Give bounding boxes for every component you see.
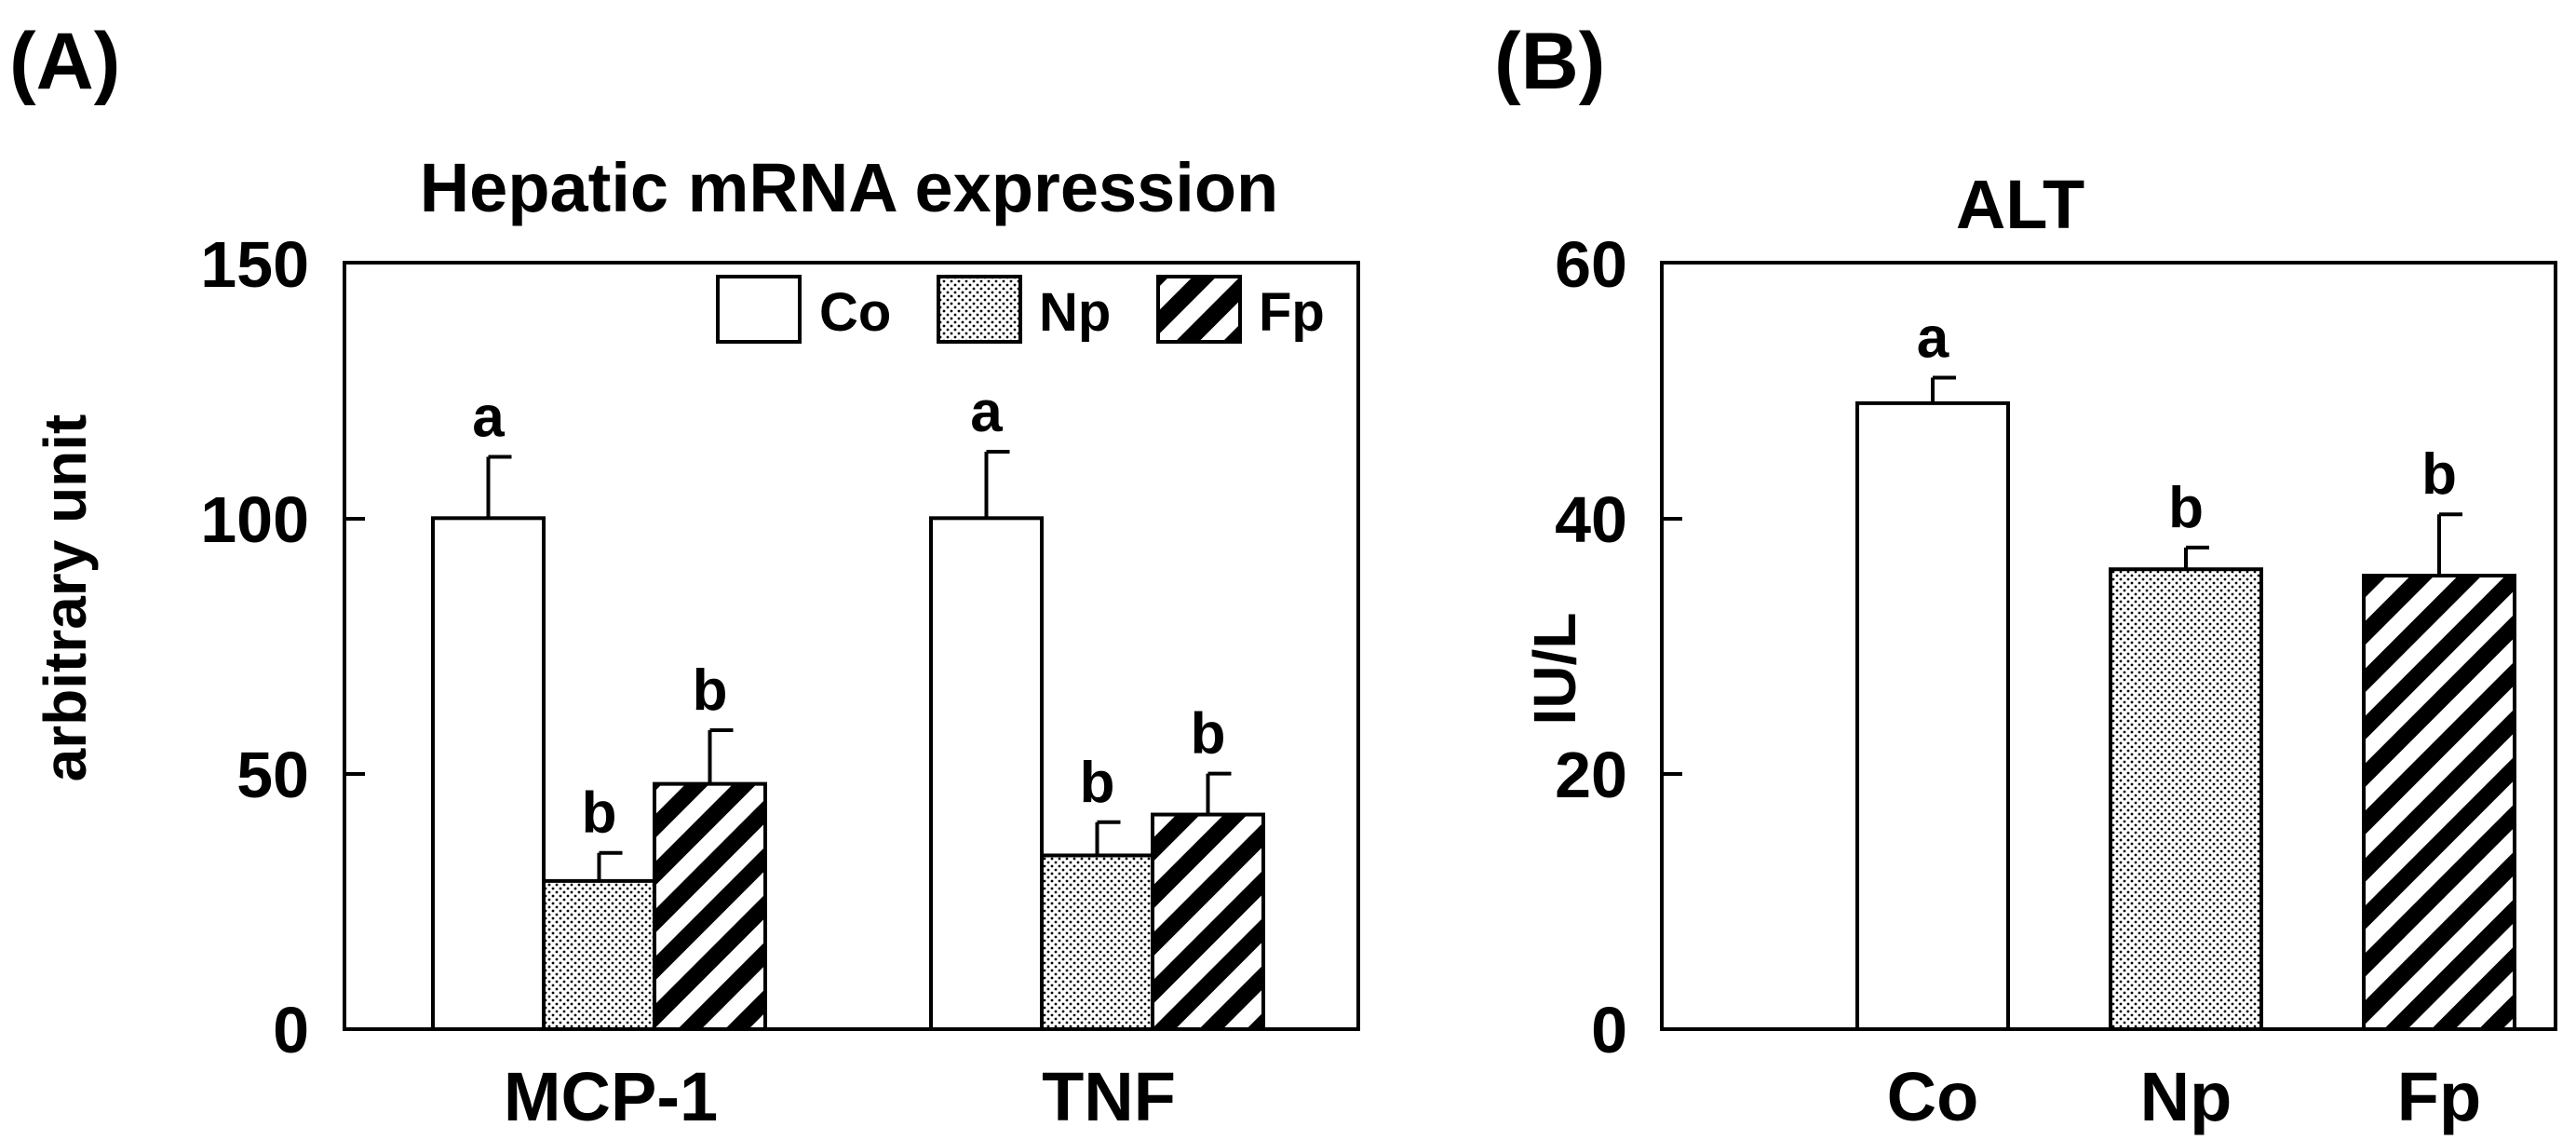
panel-b-np-bar [2109, 567, 2263, 1031]
panel-a-plot-frame [343, 261, 1360, 1031]
panel-a-tnf-fp-bar [1151, 812, 1265, 1031]
panel-a-mcp1-np-bar [542, 878, 656, 1031]
panel-b-bars: a b b [1855, 305, 2516, 1032]
panel-a-xlabel-mcp1: MCP-1 [504, 1058, 718, 1135]
panel-a-mcp1-fp-bar [653, 781, 767, 1031]
panel-a-xlabel-tnf: TNF [1042, 1058, 1176, 1135]
panel-b-ytick-20: 20 [1555, 739, 1627, 811]
panel-a-title: Hepatic mRNA expression [420, 149, 1279, 226]
panel-a-mcp1-fp-significance-label: b [693, 658, 728, 723]
legend-label-fp: Fp [1259, 282, 1325, 343]
panel-a-label: (A) [9, 17, 120, 106]
panel-b-title: ALT [1956, 166, 2084, 243]
panel-a-x-labels: MCP-1 TNF [504, 1058, 1176, 1135]
panel-b-label: (B) [1494, 17, 1605, 106]
panel-a-bars: a b b a b b [431, 380, 1265, 1031]
panel-a-y-ticks: 0 50 100 150 [200, 228, 365, 1066]
legend-label-co: Co [819, 282, 891, 343]
panel-a-tnf-np-bar [1040, 853, 1154, 1031]
panel-a-ytick-100: 100 [200, 483, 309, 556]
legend-swatch-np [937, 275, 1022, 344]
panel-a-ylabel: arbitrary unit [32, 414, 99, 782]
panel-a-ytick-150: 150 [200, 228, 309, 301]
panel-b-ytick-60: 60 [1555, 228, 1627, 301]
panel-b-np-significance-label: b [2168, 476, 2204, 540]
legend-swatch-fp [1156, 275, 1242, 344]
panel-a-ytick-0: 0 [273, 994, 309, 1066]
panel-a-tnf-np-significance-label: b [1080, 751, 1115, 815]
panel-a-tnf-fp-significance-label: b [1191, 702, 1226, 767]
panel-a-mcp1-np-significance-label: b [582, 781, 617, 846]
panel-b: (B) ALT IU/L 0 20 40 60 a b b Co Np Fp [1494, 17, 2557, 1135]
panel-a-tnf-co-significance-label: a [970, 380, 1003, 444]
panel-b-xlabel-co: Co [1887, 1058, 1979, 1135]
panel-a-mcp1-co-significance-label: a [472, 385, 505, 449]
panel-b-fp-bar [2362, 574, 2516, 1032]
panel-a: (A) Hepatic mRNA expression arbitrary un… [9, 17, 1360, 1135]
legend: Co Np Fp [716, 275, 1325, 344]
panel-a-tnf-co-bar [929, 516, 1044, 1031]
legend-label-np: Np [1039, 282, 1111, 343]
legend-swatch-co [716, 275, 802, 344]
panel-b-xlabel-fp: Fp [2397, 1058, 2481, 1135]
panel-a-mcp1-co-bar [431, 516, 546, 1031]
panel-b-co-bar [1855, 400, 2010, 1031]
panel-b-ytick-40: 40 [1555, 483, 1627, 556]
panel-b-ylabel: IU/L [1521, 613, 1588, 726]
panel-b-xlabel-np: Np [2140, 1058, 2232, 1135]
panel-b-fp-significance-label: b [2421, 442, 2457, 507]
panel-b-x-labels: Co Np Fp [1887, 1058, 2482, 1135]
panel-a-ytick-50: 50 [236, 739, 309, 811]
panel-b-y-ticks: 0 20 40 60 [1555, 228, 1682, 1066]
panel-b-co-significance-label: a [1917, 305, 1949, 370]
panel-b-ytick-0: 0 [1591, 994, 1627, 1066]
